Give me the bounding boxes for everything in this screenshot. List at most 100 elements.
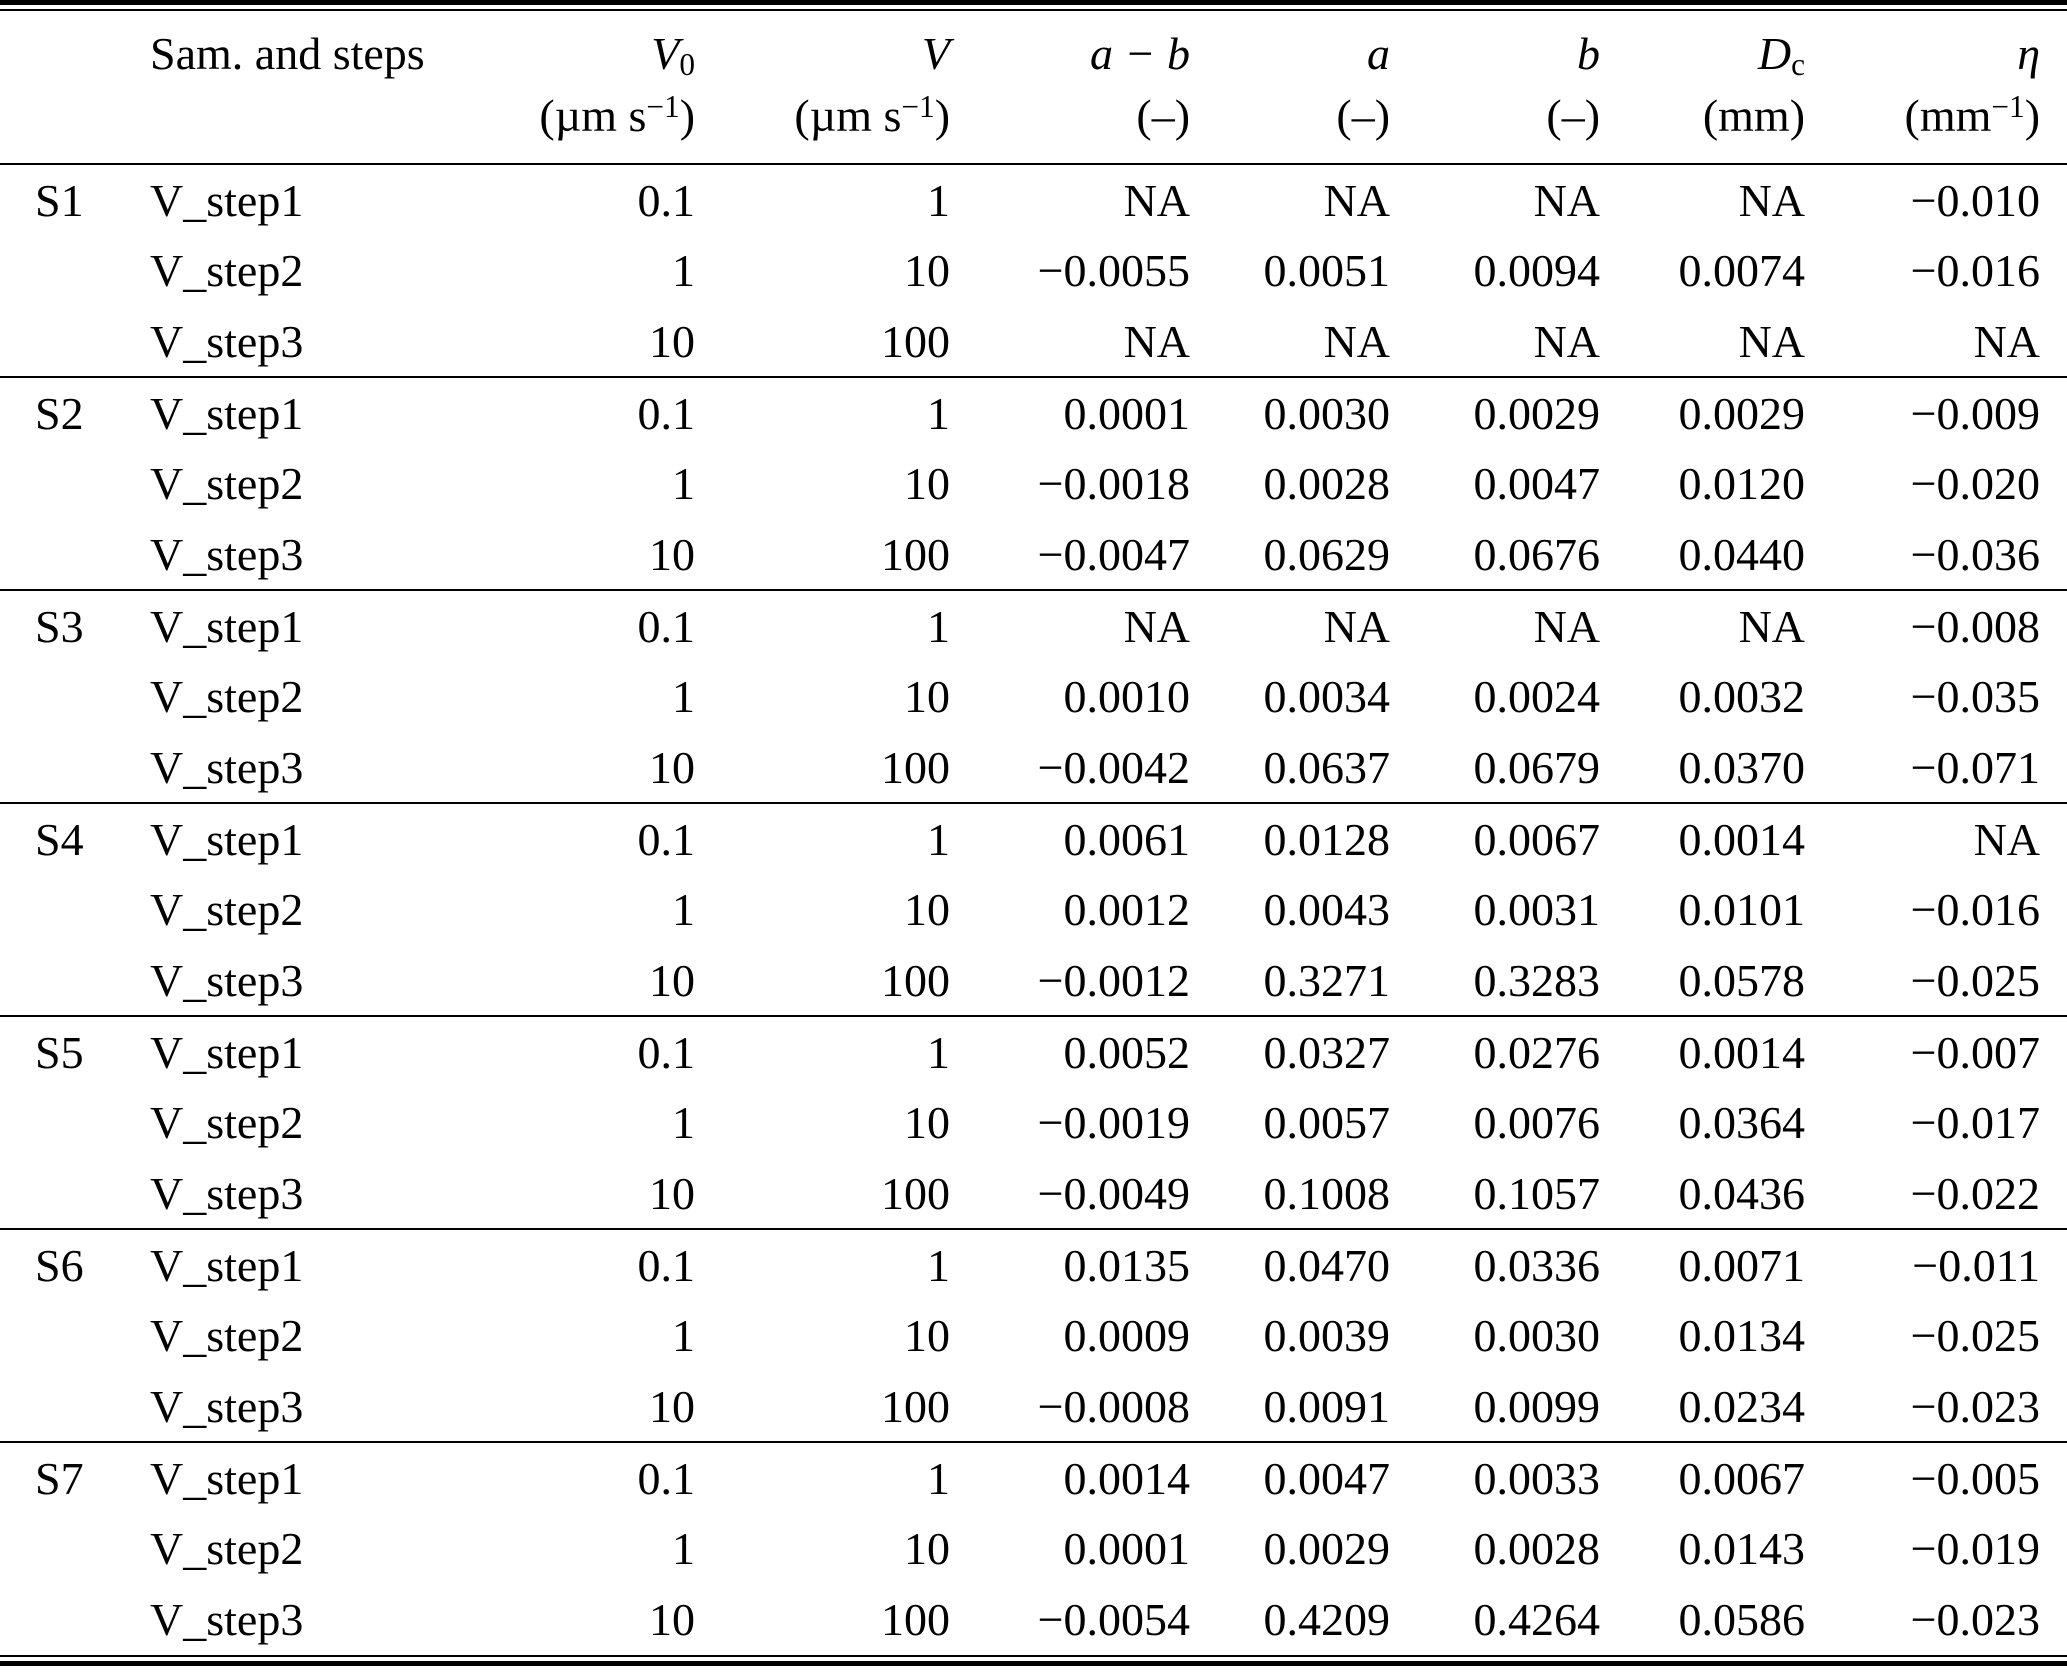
table-row: V_step2 1 10 −0.0019 0.0057 0.0076 0.0364 −0.01… [0,1087,2067,1158]
cell-eta: −0.023 [1910,1380,2041,1432]
cell-v: 10 [904,1523,951,1574]
step-label-cell: V_step2 [150,245,304,296]
header-symbol: V [921,28,951,79]
sample-id-cell: S1 [35,174,84,226]
cell-v0: 0.1 [637,174,696,226]
cell-eta: −0.009 [1910,387,2041,439]
cell-a-minus-b: −0.0055 [1037,245,1191,296]
cell-v: 1 [927,600,951,652]
cell-a: NA [1323,174,1391,226]
cell-dc: NA [1738,315,1806,367]
cell-eta: −0.035 [1910,671,2041,722]
cell-a: 0.0629 [1263,528,1391,580]
cell-v0: 1 [672,671,696,722]
sample-id-cell [0,1371,150,1442]
cell-a-minus-b: −0.0018 [1037,458,1191,509]
cell-a: 0.3271 [1263,954,1391,1006]
cell-eta: −0.016 [1910,245,2041,296]
sample-id-cell [0,1087,150,1158]
cell-dc: 0.0101 [1678,884,1806,935]
col-header-sample-steps: Sam. and steps [0,11,425,164]
table-row: V_step2 1 10 0.0012 0.0043 0.0031 0.0101 −0.016 [0,874,2067,945]
step-label-cell: V_step1 [150,1026,304,1078]
cell-dc: 0.0014 [1678,1026,1806,1078]
step-label-cell: V_step3 [150,528,304,580]
cell-a-minus-b: −0.0054 [1037,1594,1191,1645]
cell-a: 0.0091 [1263,1380,1391,1432]
cell-v: 10 [904,1097,951,1148]
sample-id-cell [0,1300,150,1371]
sample-block-s5: S5 V_step1 0.1 1 0.0052 0.0327 0.0276 0.0014 −0.… [0,1016,2067,1229]
cell-eta: −0.022 [1910,1167,2041,1219]
cell-eta: NA [1973,315,2041,367]
cell-a: 0.0034 [1263,671,1391,722]
cell-b: 0.0679 [1473,741,1601,793]
cell-a-minus-b: −0.0042 [1037,741,1191,793]
sample-id-cell [0,874,150,945]
header-unit: (mm−1) [1904,88,2041,141]
table-row: S1 V_step1 0.1 1 NA NA NA NA −0.010 [0,164,2067,235]
sample-id-cell: S5 [35,1026,84,1078]
col-header-dc: Dc (mm) [1600,11,1805,164]
cell-eta: −0.008 [1910,600,2041,652]
cell-a: 0.0043 [1263,884,1391,935]
cell-b: 0.3283 [1473,954,1601,1006]
table-row: V_step3 10 100 −0.0008 0.0091 0.0099 0.0234 −0.… [0,1371,2067,1442]
cell-v: 10 [904,884,951,935]
cell-b: 0.0031 [1473,884,1601,935]
cell-dc: 0.0586 [1678,1594,1806,1645]
cell-a-minus-b: −0.0049 [1037,1167,1191,1219]
sample-block-s6: S6 V_step1 0.1 1 0.0135 0.0470 0.0336 0.0071 −0.… [0,1229,2067,1442]
cell-v: 10 [904,671,951,722]
table-row: V_step3 10 100 −0.0049 0.1008 0.1057 0.0436 −0.… [0,1158,2067,1229]
cell-a-minus-b: 0.0009 [1063,1310,1191,1361]
cell-v: 1 [927,1239,951,1291]
cell-v0: 1 [672,1523,696,1574]
cell-b: 0.4264 [1473,1594,1601,1645]
cell-v0: 1 [672,1097,696,1148]
table-row: S5 V_step1 0.1 1 0.0052 0.0327 0.0276 0.0014 −0.… [0,1016,2067,1087]
cell-eta: −0.007 [1910,1026,2041,1078]
header-symbol: Dc [1757,28,1806,82]
cell-a-minus-b: 0.0010 [1063,671,1191,722]
cell-a: 0.0470 [1263,1239,1391,1291]
cell-v: 100 [881,1167,951,1219]
cell-a-minus-b: 0.0061 [1063,813,1191,865]
cell-eta: −0.036 [1910,528,2041,580]
cell-v: 10 [904,245,951,296]
cell-v: 100 [881,1594,951,1645]
sample-id-cell [0,661,150,732]
cell-a: 0.0327 [1263,1026,1391,1078]
table-row: V_step2 1 10 0.0009 0.0039 0.0030 0.0134 −0.025 [0,1300,2067,1371]
table-row: V_step2 1 10 −0.0018 0.0028 0.0047 0.0120 −0.02… [0,448,2067,519]
cell-b: 0.0276 [1473,1026,1601,1078]
table-row: V_step2 1 10 0.0001 0.0029 0.0028 0.0143 −0.019 [0,1513,2067,1584]
sample-id-cell: S2 [35,387,84,439]
col-header-v0: V0 (µm s−1) [390,11,695,164]
sample-id-cell [0,945,150,1016]
cell-a: 0.0030 [1263,387,1391,439]
header-unit: (–) [1336,90,1391,141]
cell-a: 0.0637 [1263,741,1391,793]
step-label-cell: V_step1 [150,1239,304,1291]
sample-block-s1: S1 V_step1 0.1 1 NA NA NA NA −0.010 V_step2 1 10 −0.… [0,164,2067,377]
cell-v: 1 [927,1452,951,1504]
header-row: Sam. and steps V0 (µm s−1) V (µm s−1) a … [0,11,2067,164]
step-label-cell: V_step3 [150,315,304,367]
rule-gap [0,5,2067,9]
table-top-thick-rule [0,0,2067,5]
cell-dc: 0.0234 [1678,1380,1806,1432]
table-row: S3 V_step1 0.1 1 NA NA NA NA −0.008 [0,590,2067,661]
step-label-cell: V_step1 [150,174,304,226]
cell-dc: 0.0143 [1678,1523,1806,1574]
cell-b: NA [1533,174,1601,226]
table-row: V_step3 10 100 −0.0012 0.3271 0.3283 0.0578 −0.… [0,945,2067,1016]
sample-block-s7: S7 V_step1 0.1 1 0.0014 0.0047 0.0033 0.0067 −0.… [0,1442,2067,1655]
cell-v: 100 [881,315,951,367]
table-row: V_step3 10 100 −0.0054 0.4209 0.4264 0.0586 −0.… [0,1584,2067,1655]
cell-dc: 0.0032 [1678,671,1806,722]
cell-dc: 0.0440 [1678,528,1806,580]
step-label-cell: V_step2 [150,671,304,722]
cell-a-minus-b: 0.0135 [1063,1239,1191,1291]
header-unit: (–) [1136,90,1191,141]
